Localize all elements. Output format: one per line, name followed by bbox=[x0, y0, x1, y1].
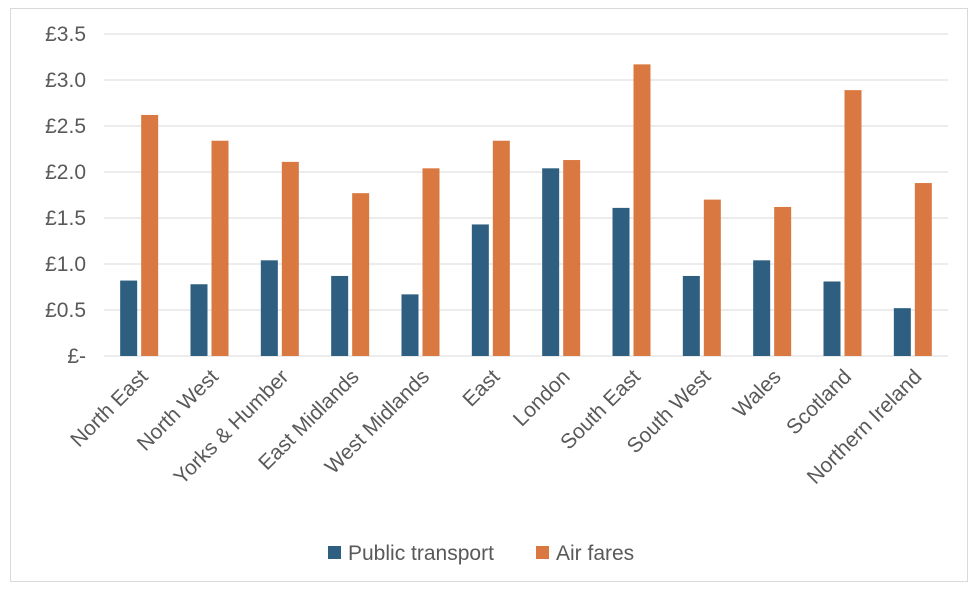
y-tick-label: £0.5 bbox=[45, 299, 86, 322]
y-tick-label: £1.0 bbox=[45, 253, 86, 276]
bar-air-fares bbox=[563, 160, 581, 356]
legend-label: Air fares bbox=[556, 542, 634, 565]
bar-air-fares bbox=[211, 140, 229, 356]
bar-public-transport bbox=[823, 281, 841, 356]
bar-public-transport bbox=[190, 284, 208, 356]
bar-air-fares bbox=[422, 168, 440, 356]
bar-air-fares bbox=[914, 183, 932, 356]
y-tick-label: £- bbox=[67, 345, 86, 368]
bar-public-transport bbox=[260, 260, 278, 356]
bar-air-fares bbox=[633, 64, 651, 357]
gridlines bbox=[104, 33, 948, 357]
bars bbox=[120, 64, 932, 357]
bar-air-fares bbox=[844, 90, 862, 357]
bar-public-transport bbox=[331, 275, 349, 356]
legend-swatch-air-fares bbox=[536, 546, 549, 559]
bar-air-fares bbox=[492, 140, 510, 356]
y-tick-label: £3.0 bbox=[45, 69, 86, 92]
bar-public-transport bbox=[471, 224, 489, 356]
bar-public-transport bbox=[753, 260, 771, 356]
legend-swatch-public-transport bbox=[328, 546, 341, 559]
bar-public-transport bbox=[542, 168, 560, 356]
y-tick-label: £2.0 bbox=[45, 161, 86, 184]
bar-public-transport bbox=[682, 275, 700, 356]
x-category-label: East bbox=[458, 365, 504, 411]
chart-frame bbox=[10, 8, 968, 582]
y-tick-label: £1.5 bbox=[45, 207, 86, 230]
x-category-label: Scotland bbox=[782, 365, 856, 439]
y-tick-label: £2.5 bbox=[45, 115, 86, 138]
legend-label: Public transport bbox=[348, 542, 494, 565]
legend: Public transport Air fares bbox=[328, 542, 634, 565]
x-category-label: London bbox=[509, 365, 575, 431]
y-axis-tick-labels: £- £0.5 £1.0 £1.5 £2.0 £2.5 £3.0 £3.5 bbox=[45, 23, 86, 368]
bar-air-fares bbox=[141, 114, 159, 357]
bar-public-transport bbox=[401, 294, 419, 356]
bar-air-fares bbox=[774, 206, 792, 356]
bar-public-transport bbox=[120, 280, 138, 356]
bar-air-fares bbox=[352, 193, 370, 356]
x-category-label: Wales bbox=[729, 365, 786, 422]
bar-air-fares bbox=[281, 161, 299, 356]
bar-public-transport bbox=[612, 207, 630, 356]
bar-public-transport bbox=[893, 308, 911, 356]
y-tick-label: £3.5 bbox=[45, 23, 86, 46]
bar-air-fares bbox=[703, 199, 721, 356]
